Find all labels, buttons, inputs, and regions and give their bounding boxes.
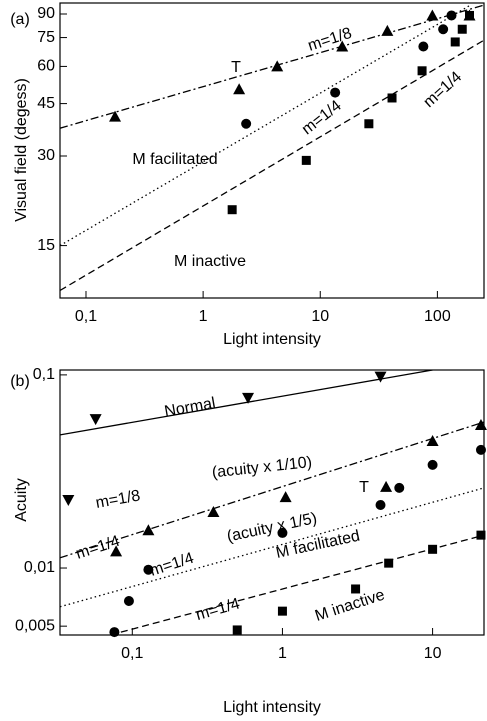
annotation: M inactive — [313, 586, 387, 624]
y-axis-title: Visual field (degess) — [13, 78, 30, 222]
marker-triangle — [207, 506, 220, 518]
marker-square — [457, 24, 467, 34]
y-tick-label: 0,005 — [15, 617, 55, 634]
marker-circle — [277, 527, 288, 538]
y-tick-label: 75 — [37, 29, 55, 46]
y-axis-title: Acuity — [13, 478, 30, 522]
marker-circle — [418, 41, 429, 52]
annotation: m=1/4 — [74, 533, 122, 563]
marker-circle — [330, 87, 341, 98]
annotation: m=1/4 — [420, 68, 465, 111]
marker-circle — [394, 482, 405, 493]
marker-triangle-down — [374, 371, 387, 383]
annotation: m=1/4 — [148, 550, 196, 580]
marker-triangle-down — [242, 392, 255, 404]
y-tick-label: 60 — [37, 58, 55, 75]
panel-label: (a) — [10, 11, 30, 28]
marker-triangle-down — [62, 495, 75, 507]
marker-circle — [123, 595, 134, 606]
x-axis-title: Light intensity — [223, 331, 321, 348]
fit-line — [60, 421, 484, 559]
marker-triangle — [233, 83, 246, 95]
fit-line — [60, 370, 433, 436]
marker-circle — [427, 459, 438, 470]
plot-frame — [59, 369, 485, 636]
x-tick-label: 1 — [278, 645, 287, 662]
annotation: M inactive — [174, 253, 246, 270]
marker-square — [450, 37, 460, 47]
panel-label: (b) — [10, 373, 30, 390]
annotation: m=1/4 — [299, 97, 345, 138]
annotation: m=1/4 — [194, 595, 242, 624]
y-tick-label: 90 — [37, 5, 55, 22]
annotation: M facilitated — [132, 151, 217, 168]
marker-square — [351, 584, 361, 594]
x-tick-label: 10 — [424, 645, 442, 662]
marker-triangle — [142, 524, 155, 536]
marker-triangle — [336, 40, 349, 52]
marker-square — [301, 155, 311, 165]
x-tick-label: 100 — [424, 308, 451, 325]
y-tick-label: 30 — [37, 147, 55, 164]
annotation: (acuity x 1/10) — [211, 454, 313, 481]
x-tick-label: 10 — [311, 308, 329, 325]
fit-line — [60, 39, 484, 292]
annotation: T — [231, 59, 241, 76]
fit-line — [110, 534, 484, 635]
marker-triangle — [110, 545, 123, 557]
annotation: Normal — [163, 395, 217, 421]
marker-circle — [475, 444, 486, 455]
fit-line — [60, 4, 484, 129]
marker-triangle — [380, 480, 393, 492]
fit-line — [60, 5, 470, 247]
marker-circle — [241, 118, 252, 129]
marker-square — [476, 530, 486, 540]
marker-square — [227, 205, 237, 215]
plot-frame — [59, 2, 485, 299]
x-tick-label: 0,1 — [121, 645, 143, 662]
marker-square — [428, 544, 438, 554]
marker-circle — [446, 10, 457, 21]
marker-triangle-down — [89, 414, 102, 426]
marker-circle — [109, 627, 120, 638]
marker-triangle — [474, 419, 487, 431]
marker-triangle — [426, 434, 439, 446]
y-tick-label: 15 — [37, 237, 55, 254]
marker-triangle — [279, 491, 292, 503]
marker-square — [364, 119, 374, 129]
marker-square — [232, 625, 242, 635]
annotation: m=1/8 — [94, 487, 141, 512]
marker-triangle — [426, 9, 439, 21]
y-tick-label: 0,01 — [24, 559, 55, 576]
marker-square — [277, 606, 287, 616]
x-axis-title: Light intensity — [223, 699, 321, 716]
marker-circle — [375, 499, 386, 510]
marker-square — [465, 10, 475, 20]
marker-circle — [438, 24, 449, 35]
y-tick-label: 0,1 — [33, 366, 55, 383]
marker-square — [384, 558, 394, 568]
y-tick-label: 45 — [37, 95, 55, 112]
x-tick-label: 0,1 — [75, 308, 97, 325]
x-tick-label: 1 — [199, 308, 208, 325]
fit-line — [60, 487, 484, 608]
marker-square — [387, 93, 397, 103]
marker-triangle — [109, 110, 122, 122]
marker-square — [417, 66, 427, 76]
marker-circle — [143, 564, 154, 575]
marker-triangle — [271, 60, 284, 72]
annotation: T — [359, 479, 369, 496]
marker-triangle — [381, 24, 394, 36]
